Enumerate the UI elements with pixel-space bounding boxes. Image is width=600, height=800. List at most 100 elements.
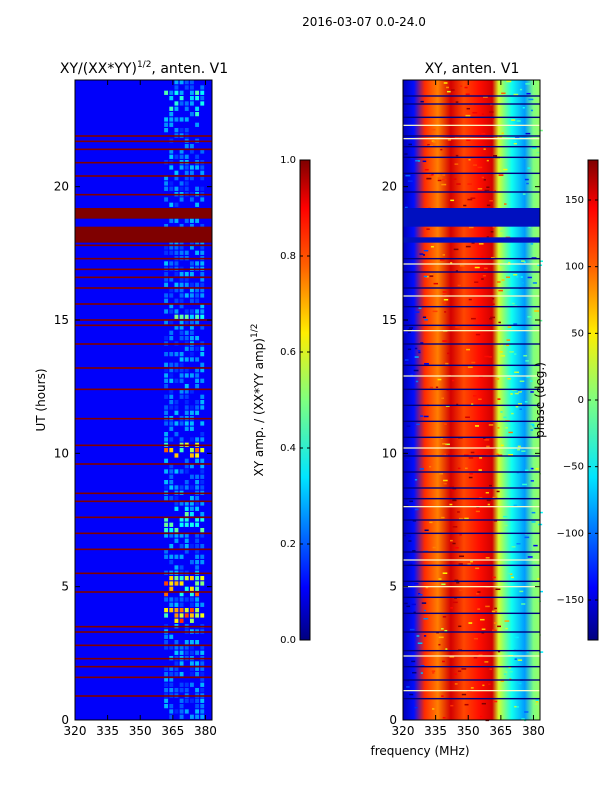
heatmap-cell (179, 272, 184, 277)
phase-speckle (520, 282, 524, 284)
y-tick-label: 0 (61, 713, 69, 727)
phase-speckle (509, 573, 513, 575)
phase-speckle (504, 671, 508, 673)
colorbar-tick-label: 0 (578, 395, 584, 406)
phase-speckle (459, 589, 464, 592)
heatmap-cell (174, 485, 179, 490)
phase-speckle (452, 178, 457, 180)
phase-speckle (450, 704, 454, 707)
heatmap-cell (200, 186, 205, 191)
phase-speckle (533, 544, 538, 547)
phase-speckle (454, 683, 458, 685)
phase-speckle (483, 96, 488, 98)
phase-flagged-band (403, 208, 540, 227)
phase-speckle (484, 189, 490, 192)
phase-speckle (517, 402, 522, 405)
phase-flagged-band (403, 237, 540, 243)
phase-speckle (432, 141, 436, 143)
heatmap-cell (164, 432, 169, 437)
heatmap-cell (195, 448, 200, 453)
phase-speckle (481, 132, 486, 135)
phase-speckle (530, 109, 533, 112)
phase-speckle (471, 361, 476, 364)
heatmap-cell (169, 90, 174, 95)
heatmap-cell (179, 581, 184, 586)
heatmap-cell (174, 245, 179, 250)
heatmap-cell (200, 682, 205, 687)
heatmap-cell (189, 320, 194, 325)
phase-speckle (492, 226, 496, 228)
phase-speckle (519, 408, 522, 410)
phase-speckle (455, 101, 459, 103)
heatmap-cell (195, 346, 200, 351)
phase-speckle (443, 423, 447, 425)
heatmap-cell (169, 122, 174, 127)
phase-speckle (517, 389, 521, 392)
phase-speckle (498, 321, 501, 324)
heatmap-cell (179, 181, 184, 186)
heatmap-cell (164, 282, 169, 287)
phase-speckle (508, 666, 512, 669)
heatmap-cell (195, 592, 200, 597)
heatmap-cell (174, 432, 179, 437)
heatmap-cell (200, 432, 205, 437)
heatmap-cell (179, 304, 184, 309)
heatmap-cell (174, 613, 179, 618)
phase-speckle (493, 622, 497, 624)
phase-dark-row (403, 364, 540, 367)
phase-speckle (407, 180, 413, 182)
heatmap-cell (184, 293, 189, 298)
heatmap-cell (189, 645, 194, 650)
amplitude-y-ticks: 0 5 10 15 20 (54, 180, 212, 727)
phase-speckle (451, 379, 455, 382)
phase-speckle (514, 392, 519, 395)
x-tick-label: 335 (96, 724, 119, 738)
phase-speckle (513, 274, 518, 276)
phase-colorbar-ticks: −150 −100 −50 0 50 100 150 (557, 195, 598, 606)
phase-speckle (521, 718, 525, 720)
phase-speckle (424, 168, 429, 171)
heatmap-cell (179, 336, 184, 341)
heatmap-cell (174, 618, 179, 623)
heatmap-cell (179, 368, 184, 373)
phase-speckle (412, 671, 417, 674)
phase-speckle (521, 260, 525, 262)
flagged-row (75, 548, 212, 551)
heatmap-cell (179, 298, 184, 303)
phase-speckle (513, 142, 517, 145)
phase-dark-row (403, 324, 540, 327)
phase-speckle (521, 450, 526, 452)
phase-dark-row (403, 631, 540, 633)
flagged-row (75, 268, 212, 271)
phase-speckle (442, 572, 448, 574)
flagged-row (75, 257, 212, 260)
phase-speckle (410, 374, 414, 376)
phase-speckle (521, 603, 526, 605)
heatmap-cell (184, 181, 189, 186)
phase-speckle (414, 311, 420, 313)
phase-speckle (432, 546, 436, 549)
x-tick-label: 380 (194, 724, 217, 738)
heatmap-cell (200, 282, 205, 287)
phase-speckle (475, 333, 481, 336)
phase-speckle (500, 411, 503, 413)
heatmap-cell (189, 405, 194, 410)
heatmap-cell (200, 362, 205, 367)
y-tick-label: 5 (61, 580, 69, 594)
heatmap-cell (179, 96, 184, 101)
heatmap-cell (189, 453, 194, 458)
phase-speckle (414, 508, 419, 511)
heatmap-cell (200, 613, 205, 618)
heatmap-cell (195, 309, 200, 314)
phase-speckle (470, 687, 474, 689)
phase-speckle (442, 254, 445, 256)
heatmap-cell (189, 714, 194, 719)
heatmap-cell (200, 485, 205, 490)
phase-speckle (490, 231, 494, 233)
heatmap-cell (195, 298, 200, 303)
phase-speckle (535, 468, 539, 470)
phase-speckle (494, 607, 497, 610)
heatmap-cell (169, 677, 174, 682)
phase-speckle (497, 650, 501, 653)
phase-speckle (408, 540, 412, 542)
